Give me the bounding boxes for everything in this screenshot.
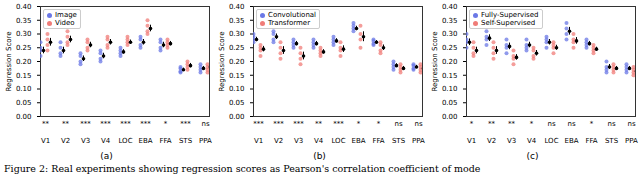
svg-text:EBA: EBA [351, 137, 365, 145]
svg-text:V1: V1 [254, 137, 263, 145]
svg-text:0.25: 0.25 [229, 44, 245, 52]
svg-text:V1: V1 [41, 137, 50, 145]
svg-text:STS: STS [392, 137, 406, 145]
svg-text:0.10: 0.10 [229, 85, 245, 93]
svg-text:PPA: PPA [412, 137, 425, 145]
svg-text:*: * [590, 120, 594, 128]
svg-text:***: *** [140, 120, 151, 128]
svg-text:ns: ns [394, 120, 402, 128]
html-text:Convolutional: Convolutional [268, 11, 317, 19]
svg-text:***: *** [100, 120, 111, 128]
svg-text:V4: V4 [527, 137, 537, 145]
svg-text:STS: STS [179, 137, 193, 145]
html-text:Fully-Supervised: Fully-Supervised [481, 11, 539, 19]
svg-text:FFA: FFA [585, 137, 597, 145]
svg-text:EBA: EBA [138, 137, 152, 145]
svg-text:0.15: 0.15 [442, 71, 458, 79]
svg-text:ns: ns [201, 120, 209, 128]
svg-text:FFA: FFA [159, 137, 171, 145]
svg-text:LOC: LOC [331, 137, 345, 145]
svg-text:0.30: 0.30 [442, 30, 458, 38]
svg-text:V4: V4 [314, 137, 324, 145]
svg-text:0.15: 0.15 [16, 71, 32, 79]
svg-text:V3: V3 [294, 137, 303, 145]
svg-text:0.10: 0.10 [16, 85, 32, 93]
svg-text:***: *** [120, 120, 131, 128]
svg-text:0.05: 0.05 [16, 99, 32, 107]
svg-text:0.35: 0.35 [442, 16, 458, 24]
svg-text:*: * [164, 120, 168, 128]
svg-text:EBA: EBA [564, 137, 578, 145]
svg-text:0.10: 0.10 [442, 85, 458, 93]
html-text:Video: Video [55, 19, 75, 27]
svg-text:ns: ns [627, 120, 635, 128]
svg-text:0.00: 0.00 [229, 113, 245, 121]
svg-text:0.15: 0.15 [229, 71, 245, 79]
html-text:Self-Supervised: Self-Supervised [481, 19, 536, 27]
svg-text:**: ** [508, 120, 516, 128]
svg-text:0.35: 0.35 [16, 16, 32, 24]
svg-text:***: *** [333, 120, 344, 128]
svg-text:V4: V4 [101, 137, 111, 145]
svg-text:0.20: 0.20 [16, 58, 32, 66]
svg-text:***: *** [273, 120, 284, 128]
svg-text:FFA: FFA [372, 137, 384, 145]
svg-text:ns: ns [547, 120, 555, 128]
svg-text:***: *** [180, 120, 191, 128]
svg-text:0.25: 0.25 [442, 44, 458, 52]
svg-text:*: * [530, 120, 534, 128]
svg-text:V3: V3 [507, 137, 516, 145]
svg-text:0.40: 0.40 [16, 3, 32, 11]
html-text:(b): (b) [313, 151, 326, 161]
svg-text:*: * [470, 120, 474, 128]
svg-text:0.30: 0.30 [229, 30, 245, 38]
svg-text:0.40: 0.40 [442, 3, 458, 11]
html-text:Figure 2: Real experiments sho: Figure 2: Real experiments showing regre… [4, 163, 481, 174]
svg-text:LOC: LOC [544, 137, 558, 145]
svg-text:V3: V3 [81, 137, 90, 145]
svg-text:0.05: 0.05 [442, 99, 458, 107]
svg-text:Regression Score: Regression Score [5, 31, 13, 91]
svg-text:V1: V1 [467, 137, 476, 145]
svg-text:ns: ns [567, 120, 575, 128]
svg-text:0.30: 0.30 [16, 30, 32, 38]
svg-text:V2: V2 [61, 137, 70, 145]
svg-text:V2: V2 [274, 137, 283, 145]
svg-text:***: *** [293, 120, 304, 128]
svg-text:*: * [377, 120, 381, 128]
html-text:(c): (c) [526, 151, 539, 161]
svg-text:ns: ns [607, 120, 615, 128]
svg-text:0.35: 0.35 [229, 16, 245, 24]
svg-text:***: *** [253, 120, 264, 128]
svg-text:0.00: 0.00 [16, 113, 32, 121]
svg-text:PPA: PPA [199, 137, 212, 145]
svg-text:**: ** [62, 120, 70, 128]
svg-text:0.20: 0.20 [442, 58, 458, 66]
html-text:(a): (a) [100, 151, 113, 161]
svg-text:V2: V2 [487, 137, 496, 145]
svg-text:**: ** [42, 120, 50, 128]
svg-text:LOC: LOC [118, 137, 132, 145]
svg-text:STS: STS [605, 137, 619, 145]
svg-text:*: * [357, 120, 361, 128]
html-text:Transformer: Transformer [268, 19, 310, 27]
svg-text:Regression Score: Regression Score [431, 31, 439, 91]
svg-text:0.40: 0.40 [229, 3, 245, 11]
svg-text:0.20: 0.20 [229, 58, 245, 66]
svg-text:0.05: 0.05 [229, 99, 245, 107]
svg-text:**: ** [488, 120, 496, 128]
svg-text:0.00: 0.00 [442, 113, 458, 121]
svg-text:Regression Score: Regression Score [218, 31, 226, 91]
html-text:Image: Image [55, 11, 77, 19]
svg-text:**: ** [315, 120, 323, 128]
svg-text:0.25: 0.25 [16, 44, 32, 52]
svg-text:PPA: PPA [625, 137, 638, 145]
svg-text:ns: ns [414, 120, 422, 128]
svg-text:***: *** [80, 120, 91, 128]
